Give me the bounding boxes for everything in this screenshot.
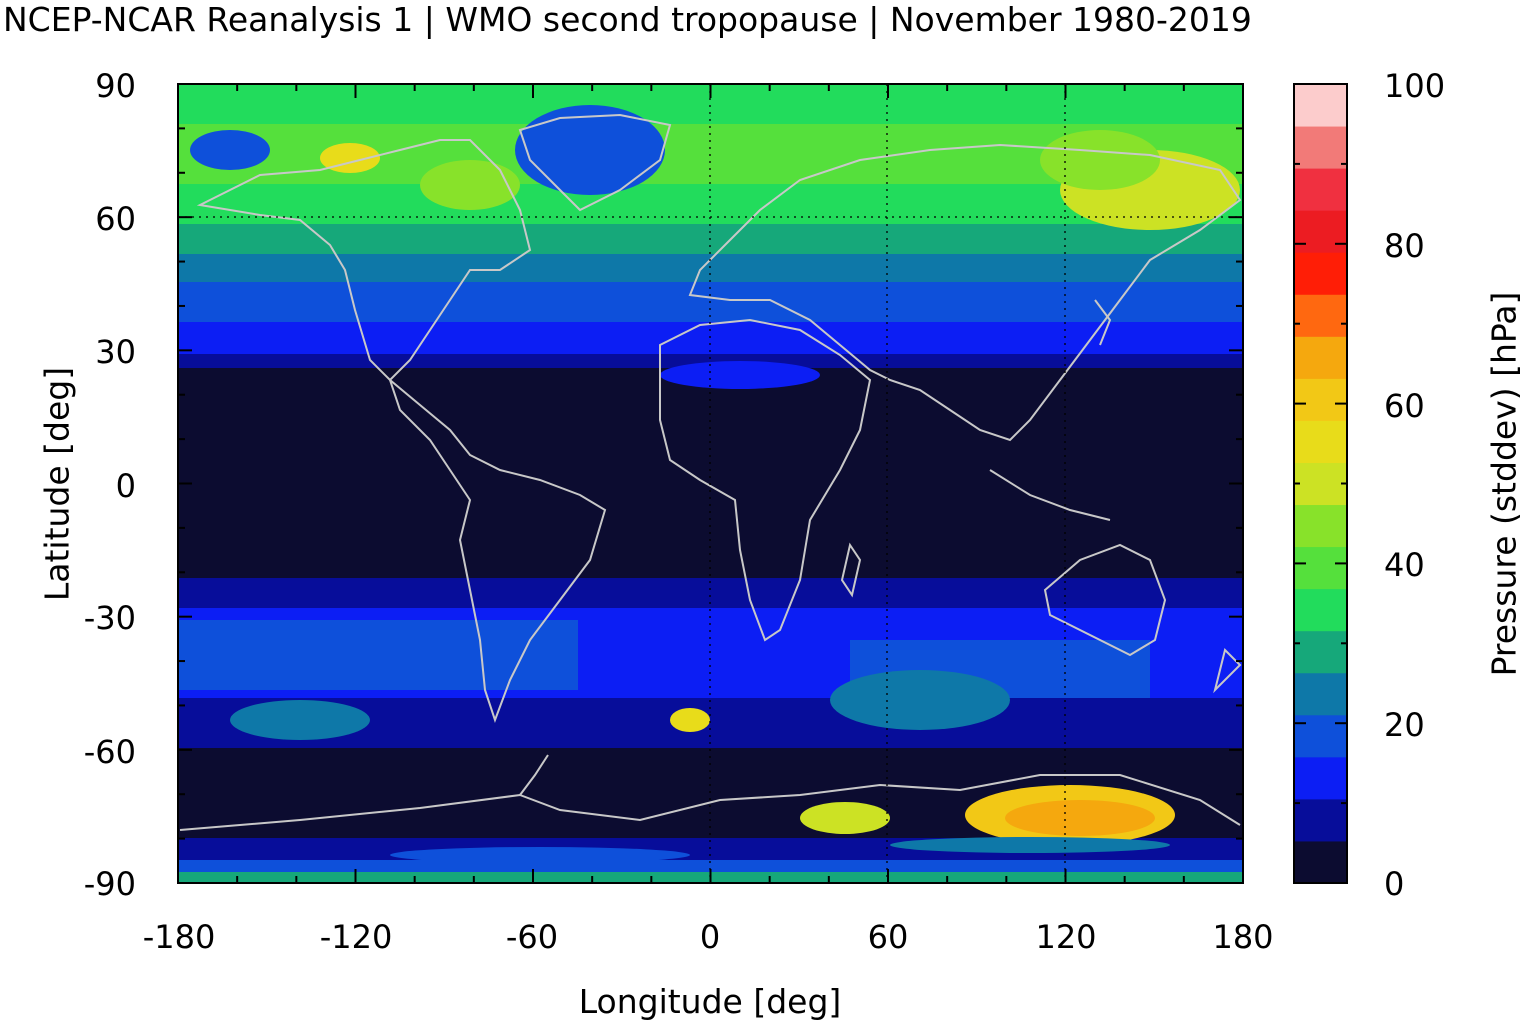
colorbar-segment xyxy=(1294,378,1347,421)
colorbar-tick-label: 60 xyxy=(1384,387,1425,425)
colorbar-segment xyxy=(1294,294,1347,337)
colorbar-segment xyxy=(1294,168,1347,211)
y-tick-label: 60 xyxy=(95,200,136,238)
y-tick-label: 90 xyxy=(95,67,136,105)
colorbar-segment xyxy=(1294,504,1347,548)
x-tick-label: 0 xyxy=(699,918,721,956)
coastline-icon xyxy=(179,113,1242,831)
colorbar-segment xyxy=(1294,546,1347,590)
y-tick-label: -30 xyxy=(83,599,136,637)
x-tick-label: 180 xyxy=(1212,918,1274,956)
colorbar-segment xyxy=(1294,630,1347,674)
y-tick-label: 0 xyxy=(115,467,136,505)
colorbar-segment xyxy=(1294,336,1347,379)
x-tick-label: 120 xyxy=(1035,918,1097,956)
tick-marks xyxy=(177,83,1244,884)
grid-lines xyxy=(178,84,1243,883)
colorbar-tick-label: 40 xyxy=(1384,546,1425,584)
colorbar-segment xyxy=(1294,462,1347,506)
x-tick-label: -120 xyxy=(319,918,393,956)
y-tick-label: -60 xyxy=(83,733,136,771)
colorbar-tick-marks xyxy=(1294,83,1347,884)
x-tick-label: -180 xyxy=(142,918,216,956)
colorbar-tick-label: 100 xyxy=(1384,67,1446,105)
y-tick-label: 30 xyxy=(95,333,136,371)
colorbar-segment xyxy=(1294,210,1347,253)
x-tick-label: -60 xyxy=(505,918,559,956)
colorbar-segment xyxy=(1294,588,1347,632)
x-axis-label: Longitude [deg] xyxy=(578,982,842,1021)
colorbar-segment xyxy=(1294,840,1347,884)
colorbar-tick-label: 0 xyxy=(1384,865,1405,903)
colorbar-segment xyxy=(1294,420,1347,463)
colorbar-segment xyxy=(1294,84,1347,127)
colorbar-segment xyxy=(1294,126,1347,169)
colorbar-segment xyxy=(1294,672,1347,716)
colorbar-segment xyxy=(1294,714,1347,758)
colorbar-segment xyxy=(1294,756,1347,800)
colorbar-label: Pressure (stddev) [hPa] xyxy=(1484,291,1524,677)
y-tick-label: -90 xyxy=(83,865,136,903)
y-axis-label: Latitude [deg] xyxy=(37,366,77,602)
colorbar-tick-label: 80 xyxy=(1384,227,1425,265)
colorbar xyxy=(1294,84,1347,884)
x-tick-label: 60 xyxy=(867,918,909,956)
colorbar-segment xyxy=(1294,798,1347,842)
colorbar-tick-label: 20 xyxy=(1384,706,1425,744)
colorbar-segment xyxy=(1294,252,1347,295)
chart-title: NCEP-NCAR Reanalysis 1 | WMO second trop… xyxy=(3,0,1252,39)
